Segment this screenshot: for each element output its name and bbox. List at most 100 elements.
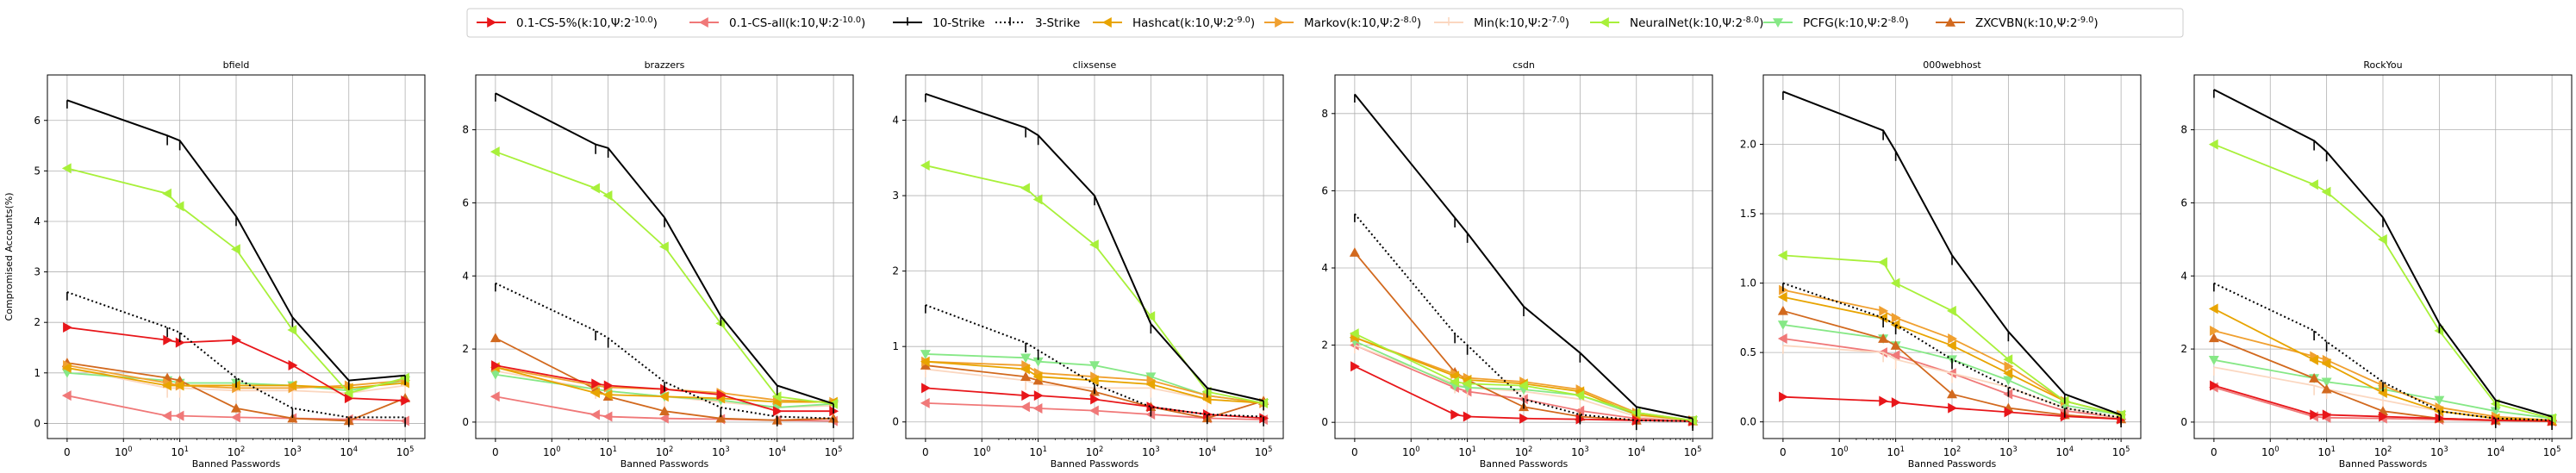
data-point [174, 380, 184, 391]
x-tick-label: 103 [1571, 445, 1589, 458]
series-neuralnet [2208, 139, 2556, 424]
data-point [1879, 395, 1889, 407]
x-tick-label: 102 [1943, 445, 1962, 458]
x-tick-label: 102 [2374, 445, 2392, 458]
data-point [2003, 368, 2013, 379]
data-point [2003, 376, 2014, 386]
x-tick-label: 102 [1515, 445, 1533, 458]
x-tick-label: 101 [2317, 445, 2336, 458]
data-point [1777, 321, 1788, 330]
data-point [1145, 378, 1156, 389]
data-point [1777, 333, 1787, 345]
data-point [287, 324, 297, 335]
legend-entry-10-strike: 10-Strike [893, 16, 985, 30]
legend-marker [1275, 17, 1284, 28]
x-axis-label: Banned Passwords [192, 458, 281, 470]
series-10-strike [495, 92, 834, 414]
data-point [1350, 361, 1360, 372]
legend-label: PCFG(k:10,Ψ:2-8.0) [1803, 16, 1909, 31]
data-point [1145, 311, 1156, 322]
subplot-title: brazzers [645, 59, 685, 71]
x-tick-label: 100 [115, 445, 133, 458]
y-tick-label: 1 [892, 340, 899, 352]
data-point [2309, 373, 2320, 383]
data-point [602, 190, 613, 201]
data-point [162, 410, 172, 421]
y-tick-label: 2.0 [1740, 139, 1756, 151]
data-point [1948, 333, 1957, 345]
data-point [1020, 401, 1030, 413]
x-axis-label: Banned Passwords [1908, 458, 1997, 470]
data-point [2210, 380, 2219, 391]
series-group [61, 99, 411, 427]
x-tick-label: 105 [1684, 445, 1702, 458]
data-point [2434, 395, 2445, 406]
data-point [2321, 358, 2331, 370]
data-point [715, 413, 727, 423]
x-tick-label: 101 [1458, 445, 1476, 458]
legend-label: Markov(k:10,Ψ:2-8.0) [1304, 16, 1421, 31]
data-point [2378, 387, 2387, 398]
data-point [1947, 305, 1956, 316]
subplot-title: bfield [223, 59, 250, 71]
data-point [1032, 402, 1043, 414]
series-10-strike [1782, 90, 2122, 425]
subplot-title: clixsense [1073, 59, 1117, 71]
series-3-strike [495, 282, 834, 428]
legend-entry-min: Min(k:10,Ψ:2-7.0) [1434, 16, 1569, 30]
subplot-title: 000webhost [1923, 59, 1981, 71]
y-tick-label: 6 [1321, 184, 1328, 196]
legend-marker [1600, 17, 1609, 28]
data-point [1879, 305, 1889, 316]
y-tick-label: 8 [2180, 124, 2187, 136]
legend-marker [487, 17, 496, 28]
data-point [2208, 303, 2218, 314]
data-point [1201, 394, 1212, 405]
subplot-csdn: csdn 0 2 4 6 8 0 100 101 102 103 104 105 Banned Passw… [1321, 59, 1713, 470]
x-axis-label: Banned Passwords [2339, 458, 2428, 470]
legend: 0.1-CS-5%(k:10,Ψ:2-10.0) 0.1-CS-all(k:10,… [466, 8, 2184, 38]
data-point [490, 146, 500, 158]
x-tick-label: 100 [1831, 445, 1849, 458]
data-point [1349, 247, 1360, 257]
y-tick-label: 1.5 [1740, 208, 1756, 220]
data-point [1891, 312, 1901, 323]
y-tick-label: 6 [34, 115, 41, 127]
data-point [1890, 350, 1900, 361]
x-tick-label: 0 [2211, 446, 2217, 458]
data-point [602, 389, 613, 401]
series-group [490, 92, 839, 428]
data-point [1947, 389, 1957, 399]
series-3-strike [66, 291, 406, 427]
x-tick-label: 103 [1142, 445, 1160, 458]
data-point [1032, 375, 1044, 385]
data-point [162, 380, 172, 391]
data-point [920, 360, 931, 370]
data-point [231, 402, 241, 413]
data-point [1575, 405, 1585, 416]
series-group [920, 92, 1269, 426]
data-point [921, 383, 931, 394]
y-tick-label: 6 [2180, 196, 2187, 208]
data-point [61, 390, 72, 401]
legend-entry-markov: Markov(k:10,Ψ:2-8.0) [1264, 16, 1421, 31]
data-point [590, 183, 600, 194]
data-point [1777, 291, 1787, 302]
legend-entry-3-strike: 3-Strike [995, 16, 1080, 30]
x-tick-label: 104 [340, 445, 358, 458]
x-tick-label: 102 [228, 445, 246, 458]
x-tick-label: 101 [1887, 445, 1905, 458]
data-point [2210, 325, 2219, 336]
data-point [1032, 371, 1043, 383]
series-0-1-cs-5 [63, 322, 411, 407]
data-point [1349, 328, 1359, 339]
data-point [2321, 186, 2331, 197]
data-point [163, 334, 173, 345]
x-tick-label: 0 [1351, 446, 1358, 458]
x-tick-label: 105 [2543, 445, 2561, 458]
legend-marker [1773, 18, 1783, 28]
data-point [603, 380, 614, 391]
data-point [716, 389, 727, 401]
y-tick-label: 2 [2180, 343, 2187, 355]
